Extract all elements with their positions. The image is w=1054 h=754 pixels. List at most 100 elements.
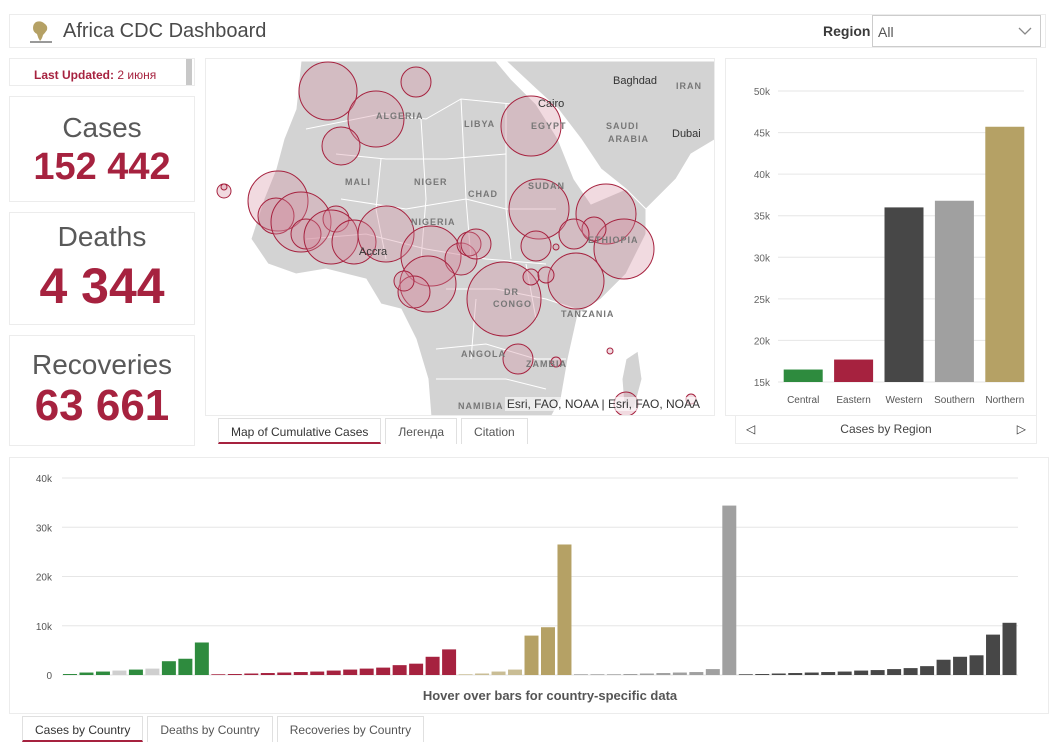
- country-bar[interactable]: [508, 669, 523, 675]
- cases-by-country-chart[interactable]: 0 10k 20k 30k 40k Hover over bars for country…: [9, 457, 1049, 714]
- case-bubble[interactable]: [552, 243, 560, 251]
- country-bar[interactable]: [854, 670, 869, 675]
- next-arrow-icon[interactable]: ▷: [1016, 422, 1026, 436]
- country-bar[interactable]: [475, 673, 490, 675]
- country-bar[interactable]: [953, 656, 968, 675]
- case-bubble[interactable]: [466, 261, 542, 337]
- country-bar[interactable]: [969, 655, 984, 675]
- country-bar[interactable]: [112, 670, 127, 675]
- country-bar[interactable]: [903, 668, 918, 675]
- country-bar[interactable]: [79, 672, 94, 675]
- case-bubble[interactable]: [606, 347, 614, 355]
- country-bar[interactable]: [310, 671, 325, 675]
- country-bar[interactable]: [293, 672, 308, 675]
- country-bar[interactable]: [128, 669, 143, 675]
- country-bar[interactable]: [145, 668, 160, 675]
- map-canvas[interactable]: Baghdad IRAN Cairo EGYPT SAUDI ARABIA Dubai ALG…: [206, 59, 715, 416]
- scrollbar-thumb[interactable]: [186, 59, 192, 85]
- country-bar[interactable]: [95, 671, 110, 675]
- case-bubble[interactable]: [460, 228, 492, 260]
- country-bar[interactable]: [211, 674, 226, 675]
- tab-legend[interactable]: Легенда: [385, 418, 458, 444]
- country-bar[interactable]: [178, 658, 193, 675]
- region-bar-northern[interactable]: [985, 126, 1025, 382]
- region-chart-svg[interactable]: 15k 20k 25k 30k 35k 40k 45k 50k Central Eastern We…: [726, 59, 1036, 415]
- country-bar[interactable]: [541, 627, 555, 675]
- country-bar[interactable]: [326, 670, 341, 675]
- country-bar[interactable]: [887, 669, 902, 675]
- country-bar[interactable]: [409, 663, 424, 675]
- country-bar[interactable]: [837, 671, 852, 675]
- country-bar[interactable]: [557, 544, 572, 675]
- tab-map-of-cumulative-cases[interactable]: Map of Cumulative Cases: [218, 418, 382, 444]
- case-bubble[interactable]: [537, 266, 555, 284]
- country-bar[interactable]: [491, 671, 506, 675]
- country-bar[interactable]: [771, 673, 786, 675]
- country-bar[interactable]: [260, 673, 275, 675]
- prev-arrow-icon[interactable]: ◁: [746, 422, 756, 436]
- case-bubble[interactable]: [357, 205, 415, 263]
- country-bar[interactable]: [920, 666, 935, 675]
- tab-recoveries-by-country[interactable]: Recoveries by Country: [276, 716, 425, 742]
- country-bar[interactable]: [359, 668, 374, 675]
- case-bubble[interactable]: [321, 126, 361, 166]
- case-bubble[interactable]: [456, 231, 482, 257]
- case-bubble[interactable]: [400, 66, 432, 98]
- country-bar[interactable]: [277, 672, 292, 675]
- country-bar[interactable]: [343, 669, 358, 675]
- country-bar[interactable]: [755, 674, 770, 675]
- country-bar[interactable]: [573, 674, 588, 675]
- case-bubble[interactable]: [550, 356, 562, 368]
- region-bar-western[interactable]: [884, 207, 924, 382]
- cases-map[interactable]: Baghdad IRAN Cairo EGYPT SAUDI ARABIA Dubai ALG…: [205, 58, 715, 416]
- tab-citation[interactable]: Citation: [461, 418, 528, 444]
- case-bubble[interactable]: [508, 178, 570, 240]
- case-bubble[interactable]: [581, 216, 607, 242]
- country-bar[interactable]: [194, 642, 209, 675]
- country-bar[interactable]: [425, 656, 440, 675]
- country-bar[interactable]: [590, 674, 605, 675]
- country-bar[interactable]: [623, 674, 638, 675]
- country-bar[interactable]: [870, 670, 885, 675]
- region-bar-central[interactable]: [783, 369, 823, 382]
- case-bubble[interactable]: [347, 90, 405, 148]
- case-bubble[interactable]: [298, 61, 358, 121]
- case-bubble[interactable]: [393, 270, 415, 292]
- region-bar-eastern[interactable]: [834, 359, 874, 382]
- case-bubble[interactable]: [547, 252, 605, 310]
- case-bubble[interactable]: [290, 218, 322, 250]
- country-bar[interactable]: [161, 661, 176, 675]
- country-bar[interactable]: [738, 674, 753, 675]
- region-bar-southern[interactable]: [934, 200, 974, 382]
- country-bar[interactable]: [376, 667, 391, 675]
- case-bubble[interactable]: [522, 268, 540, 286]
- country-bar[interactable]: [227, 674, 242, 675]
- country-bar[interactable]: [244, 673, 259, 675]
- country-bar[interactable]: [705, 669, 720, 675]
- country-bar[interactable]: [788, 673, 803, 675]
- country-bar[interactable]: [606, 674, 621, 675]
- country-bar[interactable]: [656, 673, 671, 675]
- country-bar[interactable]: [639, 673, 654, 675]
- case-bubble[interactable]: [502, 343, 534, 375]
- tab-deaths-by-country[interactable]: Deaths by Country: [147, 716, 273, 742]
- cases-by-region-chart[interactable]: 15k 20k 25k 30k 35k 40k 45k 50k Central Eastern We…: [725, 58, 1037, 416]
- case-bubble[interactable]: [257, 197, 295, 235]
- country-bar[interactable]: [524, 635, 539, 675]
- country-bar[interactable]: [1002, 622, 1017, 675]
- region-select[interactable]: All: [872, 15, 1041, 47]
- case-bubble[interactable]: [247, 170, 309, 232]
- country-bar[interactable]: [804, 672, 819, 675]
- case-bubble[interactable]: [500, 95, 562, 157]
- country-bar[interactable]: [821, 672, 836, 675]
- case-bubble[interactable]: [558, 218, 590, 250]
- country-bar[interactable]: [986, 634, 1001, 675]
- case-bubble[interactable]: [575, 183, 637, 245]
- country-bar[interactable]: [722, 505, 737, 675]
- case-bubble[interactable]: [593, 218, 655, 280]
- case-bubble[interactable]: [397, 275, 431, 309]
- country-bar[interactable]: [63, 674, 77, 675]
- tab-cases-by-country[interactable]: Cases by Country: [22, 716, 144, 742]
- country-bar[interactable]: [672, 672, 687, 675]
- country-bar[interactable]: [458, 674, 473, 675]
